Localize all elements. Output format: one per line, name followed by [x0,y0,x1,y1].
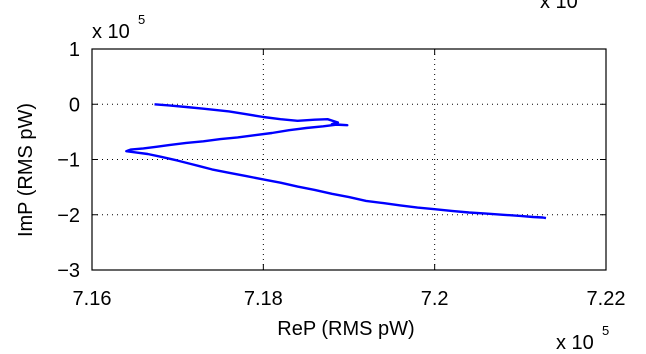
y-tick-label: 0 [69,94,80,116]
x-tick-label: 7.16 [73,288,112,310]
axis-ticks [91,48,607,271]
x-axis-label: ReP (RMS pW) [277,318,414,340]
y-multiplier-base: x 10 [92,21,130,43]
y-axis-label: ImP (RMS pW) [15,103,37,237]
x-multiplier-base: x 10 [556,332,594,354]
x-tick-label: 7.22 [587,288,626,310]
series-line [125,103,547,220]
x-multiplier-exponent: 5 [602,323,609,338]
tick-labels: 7.16 7.18 7.2 7.22 1 0 −1 −2 −3 [57,39,625,310]
top-right-multiplier-base: x 10 [540,0,578,13]
series-layer [125,103,547,220]
x-tick-label: 7.18 [244,288,283,310]
y-tick-label: −1 [57,150,80,172]
y-tick-label: −2 [57,205,80,227]
y-tick-label: 1 [69,39,80,61]
x-tick-label: 7.2 [421,288,449,310]
y-tick-label: −3 [57,260,80,282]
y-multiplier-exponent: 5 [138,12,145,27]
